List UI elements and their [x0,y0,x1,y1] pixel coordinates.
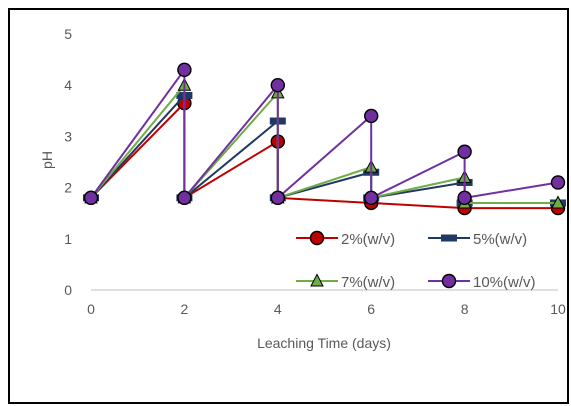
x-tick-label: 10 [550,301,566,317]
y-tick-labels: 0 1 2 3 4 5 [64,26,72,298]
legend-label: 2%(w/v) [341,231,395,248]
series-line [90,68,559,199]
y-tick-label: 4 [64,77,72,93]
data-point [270,190,285,206]
y-tick-label: 1 [64,231,72,247]
legend-marker [441,234,457,242]
data-point [550,175,566,190]
legend-marker [441,273,457,289]
data-point [457,190,472,206]
series-7-w-v- [84,77,565,209]
legend-item: 10%(w/v) [428,273,536,291]
y-tick-label: 5 [64,26,72,42]
x-tick-label: 0 [87,301,95,317]
data-point [457,144,472,159]
legend-label: 5%(w/v) [473,231,527,248]
legend-item: 2%(w/v) [296,230,395,248]
y-tick-label: 2 [64,180,72,196]
data-point [83,190,99,206]
y-axis-title: pH [39,151,55,169]
data-point [177,62,192,78]
x-tick-labels: 0 2 4 6 8 10 [87,301,566,317]
legend-label: 7%(w/v) [341,274,395,291]
series-10-w-v- [83,62,566,206]
series-line [90,94,558,204]
legend: 2%(w/v) 5%(w/v) 7%(w/v) 10%(w/v) [296,230,536,291]
chart-frame [8,8,569,404]
x-tick-label: 2 [181,301,189,317]
legend-marker [310,273,324,287]
y-tick-label: 3 [64,128,72,144]
x-tick-label: 8 [461,301,469,317]
data-point [270,77,285,93]
series-layer [83,62,566,216]
x-axis-title: Leaching Time (days) [257,335,391,351]
legend-marker [309,230,325,246]
legend-item: 5%(w/v) [428,231,527,248]
legend-label: 10%(w/v) [473,274,536,291]
legend-item: 7%(w/v) [296,273,395,291]
data-point [177,190,192,206]
data-point [364,108,379,124]
data-point [551,195,565,209]
y-tick-label: 0 [64,282,72,298]
x-tick-label: 4 [274,301,282,317]
data-point [364,190,379,206]
x-tick-label: 6 [367,301,375,317]
